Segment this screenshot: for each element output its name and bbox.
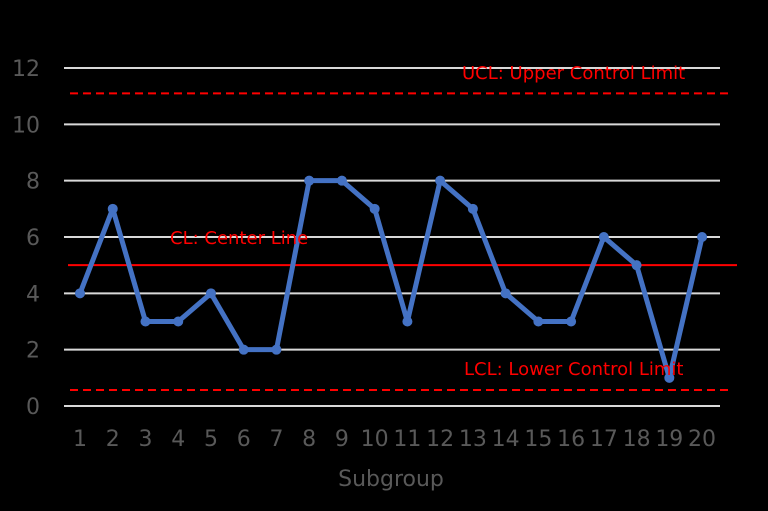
data-point	[664, 372, 675, 383]
y-tick-label: 8	[26, 170, 40, 195]
x-tick-label: 10	[361, 427, 389, 452]
ucl-label: UCL: Upper Control Limit	[462, 63, 685, 84]
x-axis-ticks: 1 2 3 4 5 6 7 8 9 10 11 12 13 14 15 16 17 18 19 20	[73, 427, 716, 452]
x-tick-label: 8	[302, 427, 316, 452]
data-point	[500, 288, 511, 299]
x-tick-label: 19	[655, 427, 683, 452]
data-point	[238, 344, 249, 355]
x-tick-label: 17	[590, 427, 618, 452]
y-tick-label: 6	[26, 226, 40, 251]
x-tick-label: 14	[492, 427, 520, 452]
data-point	[173, 316, 184, 327]
data-point	[566, 316, 577, 327]
y-tick-label: 2	[26, 339, 40, 364]
y-tick-label: 12	[12, 57, 40, 82]
data-point	[467, 203, 478, 214]
x-tick-label: 2	[106, 427, 120, 452]
control-limit-lines	[68, 92, 737, 391]
x-tick-label: 15	[524, 427, 552, 452]
data-point	[304, 175, 315, 186]
x-tick-label: 12	[426, 427, 454, 452]
data-point	[107, 203, 118, 214]
x-tick-label: 16	[557, 427, 585, 452]
x-tick-label: 18	[623, 427, 651, 452]
data-point	[369, 203, 380, 214]
data-point	[402, 316, 413, 327]
data-point	[435, 175, 446, 186]
x-tick-label: 4	[171, 427, 185, 452]
gridlines	[64, 67, 720, 407]
x-axis-title: Subgroup	[338, 467, 444, 492]
x-tick-label: 9	[335, 427, 349, 452]
x-tick-label: 7	[269, 427, 283, 452]
x-tick-label: 6	[237, 427, 251, 452]
data-point	[533, 316, 544, 327]
data-point	[598, 232, 609, 242]
y-tick-label: 10	[12, 113, 40, 138]
x-tick-label: 11	[393, 427, 421, 452]
data-point	[205, 288, 216, 299]
y-axis-ticks: 0 2 4 6 8 10 12	[12, 57, 40, 420]
data-series	[75, 175, 708, 383]
x-tick-label: 20	[688, 427, 716, 452]
y-tick-label: 0	[26, 395, 40, 420]
data-point	[336, 175, 347, 186]
control-limit-labels: UCL: Upper Control Limit CL: Center Line…	[170, 63, 685, 380]
data-point	[271, 344, 282, 355]
data-point	[75, 288, 85, 299]
cl-label: CL: Center Line	[170, 228, 308, 249]
y-tick-label: 4	[26, 282, 40, 307]
data-point	[631, 260, 642, 271]
x-tick-label: 5	[204, 427, 218, 452]
x-tick-label: 3	[138, 427, 152, 452]
x-tick-label: 1	[73, 427, 87, 452]
series-line	[77, 178, 705, 381]
data-point	[697, 232, 708, 242]
data-point	[140, 316, 151, 327]
lcl-label: LCL: Lower Control Limit	[464, 359, 683, 380]
x-tick-label: 13	[459, 427, 487, 452]
